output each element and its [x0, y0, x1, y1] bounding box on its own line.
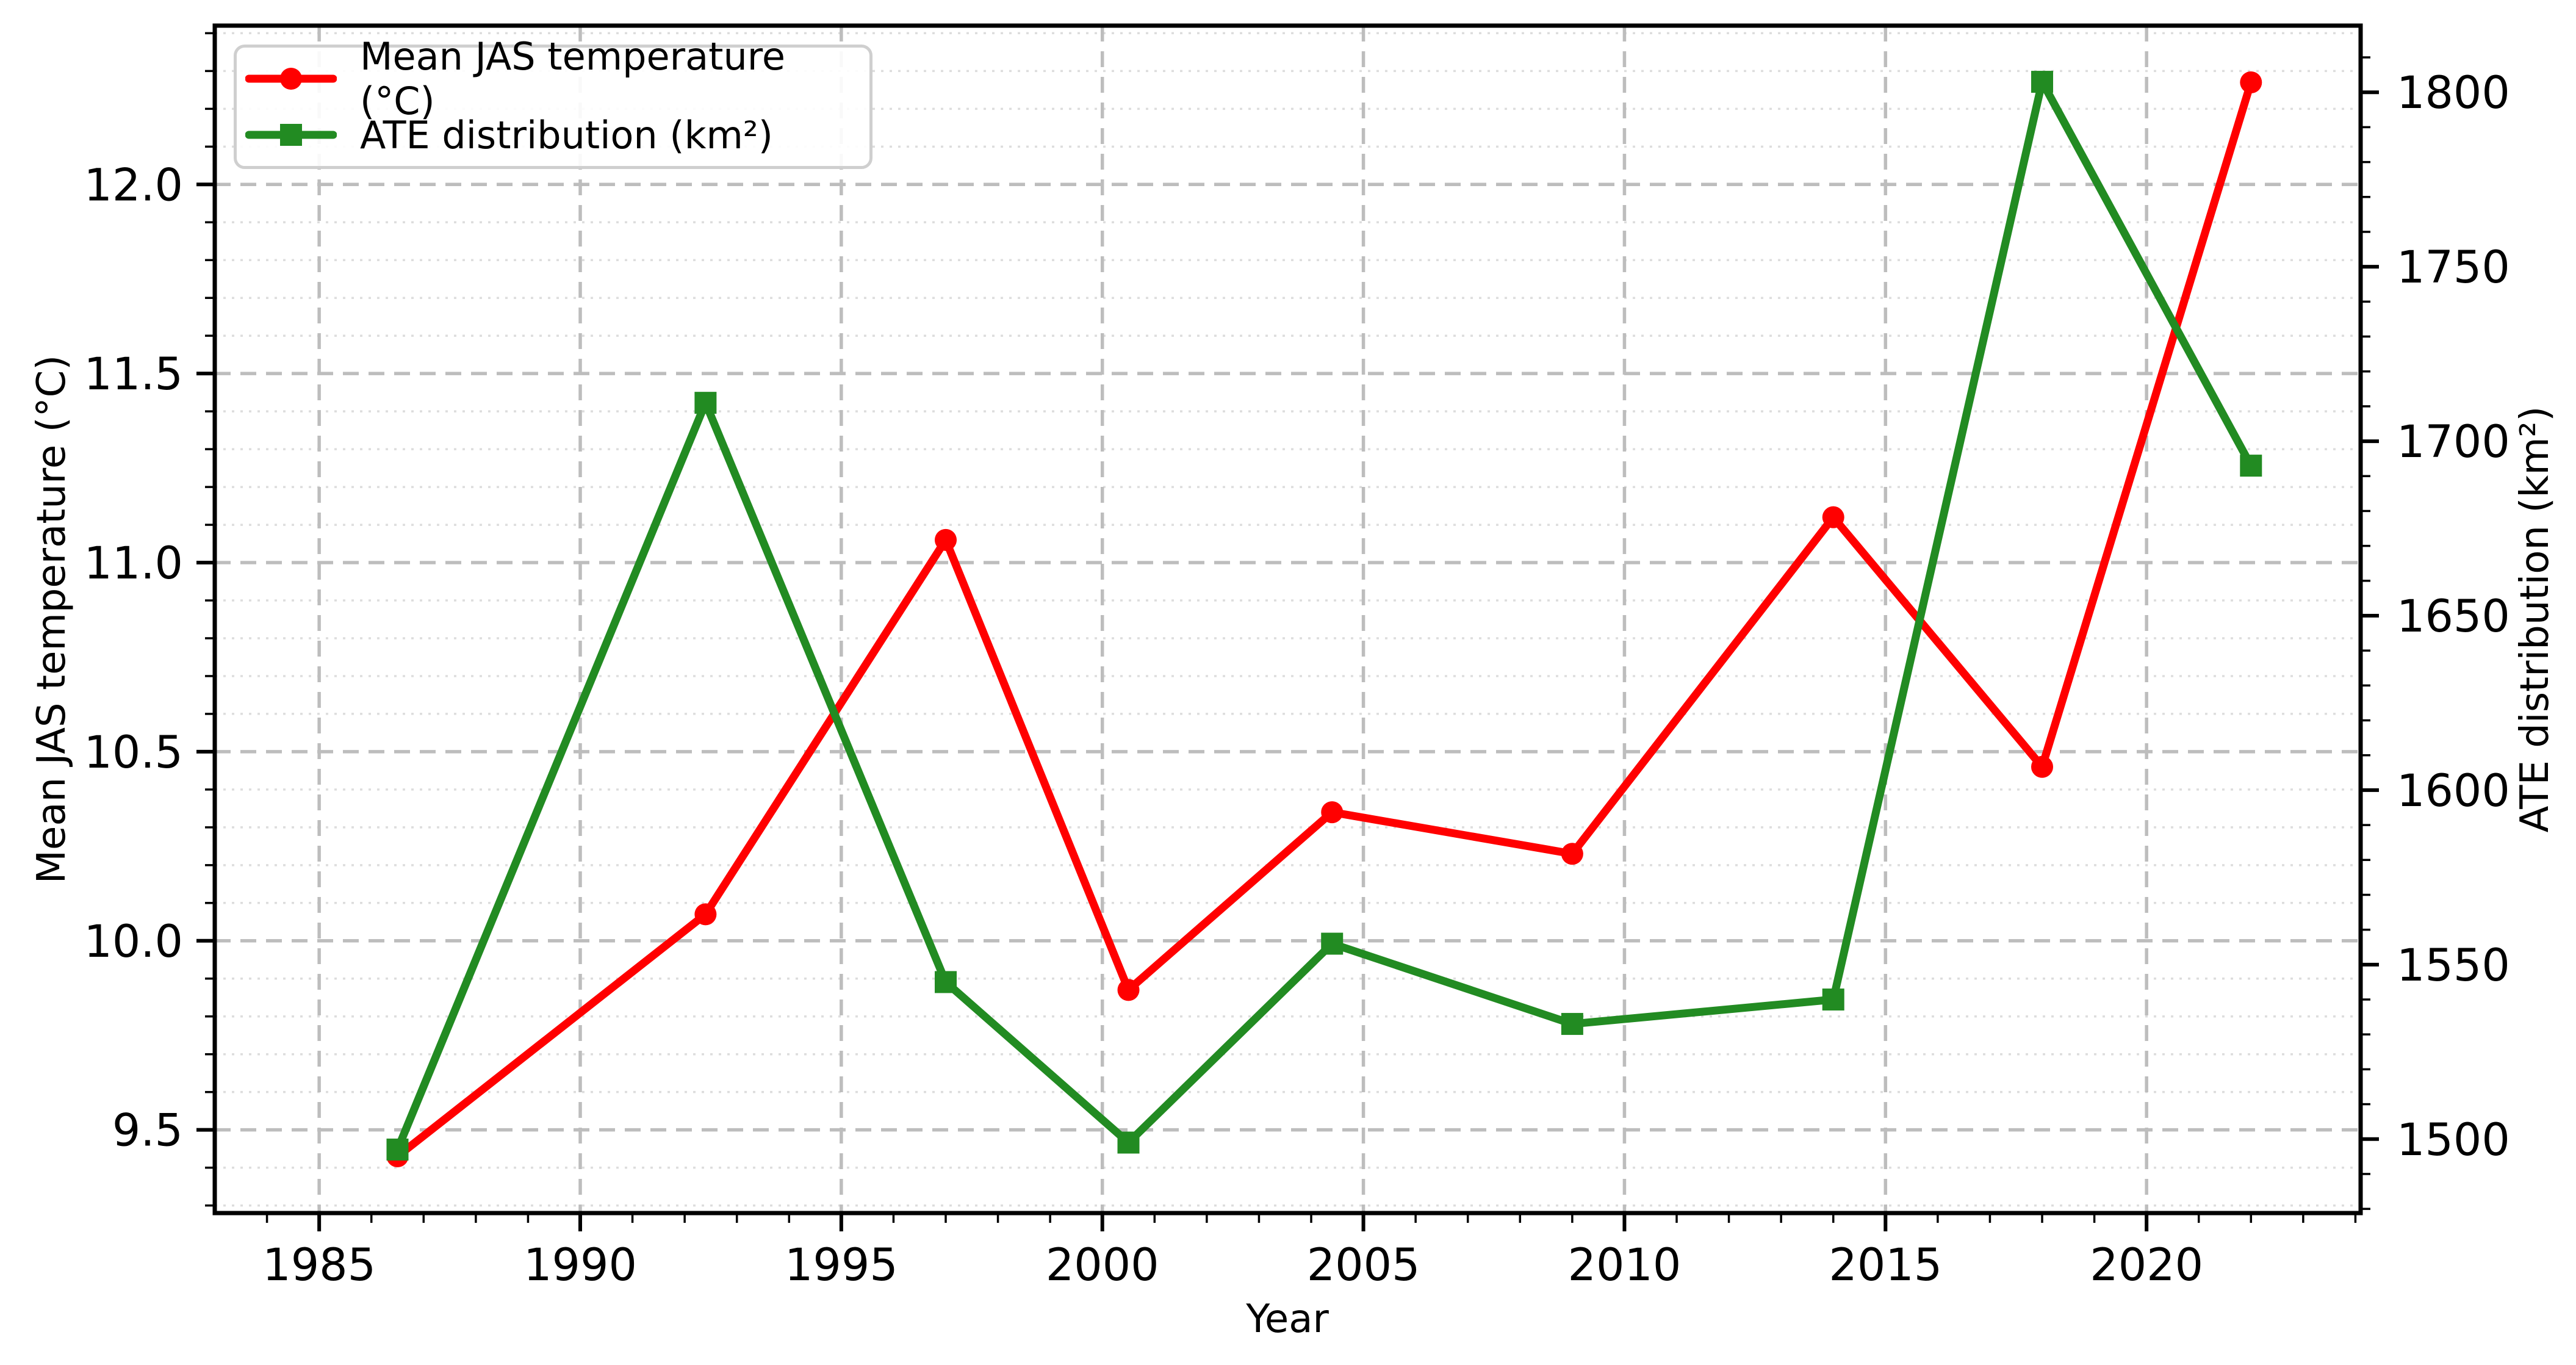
y-tick-label-right: 1800 [2397, 67, 2510, 119]
x-tick-label: 2010 [1568, 1239, 1682, 1291]
legend-item-temperature: Mean JAS temperature (°C) [245, 34, 857, 123]
data-point-ate [694, 392, 717, 414]
series-line-temperature [394, 78, 2255, 1161]
legend-square-marker-icon [280, 124, 302, 146]
axis-ticks: 1985 1990 1995 2000 2005 2010 2015 2020 9.5 10.0 1… [84, 32, 2510, 1291]
data-point-temperature [1822, 506, 1844, 528]
series-line-ate [394, 77, 2255, 1154]
data-point-ate [935, 971, 957, 993]
x-axis-label: Year [1246, 1297, 1329, 1342]
data-point-temperature [2240, 71, 2262, 93]
x-tick-label: 1990 [523, 1239, 637, 1291]
y-tick-label-left: 10.5 [84, 727, 183, 779]
data-point-ate [386, 1138, 409, 1161]
data-point-ate [1321, 932, 1344, 955]
legend-item-ate: ATE distribution (km²) [245, 108, 857, 162]
data-point-temperature [694, 903, 717, 926]
x-tick-label: 2000 [1046, 1239, 1159, 1291]
y-axis-label-right: ATE distribution (km²) [2513, 406, 2558, 833]
data-point-ate [2240, 455, 2262, 477]
data-point-temperature [1321, 801, 1344, 824]
y-tick-label-left: 9.5 [112, 1105, 183, 1157]
y-tick-label-right: 1700 [2397, 416, 2510, 468]
y-tick-label-left: 11.5 [84, 348, 183, 400]
x-tick-label: 1995 [785, 1239, 898, 1291]
y-tick-label-right: 1750 [2397, 242, 2510, 294]
legend-label-ate: ATE distribution (km²) [360, 112, 773, 157]
series-temperature [386, 71, 2262, 1168]
y-tick-label-right: 1600 [2397, 765, 2510, 817]
grid-minor-horizontal [215, 32, 2361, 1207]
x-tick-label: 2020 [2090, 1239, 2203, 1291]
x-tick-label: 2015 [1829, 1239, 1942, 1291]
y-tick-label-right: 1550 [2397, 940, 2510, 992]
y-axis-label-left: Mean JAS temperature (°C) [29, 355, 74, 884]
data-point-temperature [2031, 755, 2054, 778]
plot-spines [212, 23, 2363, 1216]
data-point-temperature [1117, 979, 1140, 1001]
y-tick-label-left: 10.0 [84, 916, 183, 968]
data-point-ate [1117, 1131, 1140, 1154]
y-tick-label-left: 11.0 [84, 538, 183, 589]
x-tick-label: 1985 [262, 1239, 376, 1291]
data-point-ate [1822, 989, 1844, 1011]
x-tick-label: 2005 [1307, 1239, 1420, 1291]
y-tick-label-right: 1650 [2397, 591, 2510, 643]
series-ate [386, 71, 2262, 1161]
legend-label-temperature: Mean JAS temperature (°C) [360, 34, 786, 123]
y-tick-label-right: 1500 [2397, 1114, 2510, 1166]
data-point-ate [1561, 1013, 1583, 1035]
legend-sample-ate [245, 124, 337, 146]
data-point-ate [2031, 71, 2054, 93]
y-tick-label-left: 12.0 [84, 159, 183, 211]
legend-circle-marker-icon [280, 68, 302, 90]
grid-major-vertical [317, 26, 2148, 1213]
data-point-temperature [1561, 843, 1583, 865]
legend-sample-temperature [245, 68, 337, 90]
legend: Mean JAS temperature (°C) ATE distributi… [234, 34, 872, 169]
data-point-temperature [935, 528, 957, 551]
